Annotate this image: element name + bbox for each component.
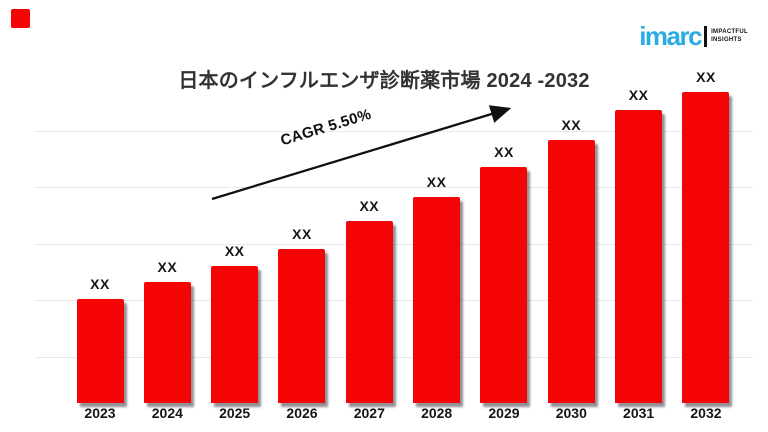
bar-group-2023: XX — [67, 276, 133, 403]
bar-group-2030: XX — [538, 116, 604, 403]
bar-value-label-2028: XX — [426, 173, 447, 190]
logo-tagline-line1: IMPACTFUL — [711, 29, 748, 35]
x-axis-label-2030: 2030 — [555, 405, 587, 421]
bar-2025 — [211, 265, 259, 403]
bar-2029 — [480, 167, 528, 403]
bar-value-label-2031: XX — [628, 86, 649, 103]
bar-value-label-2026: XX — [292, 225, 312, 242]
bar-group-2026: XX — [269, 225, 335, 403]
accent-square — [11, 9, 30, 28]
bar-2027 — [345, 220, 393, 403]
bar-2023 — [76, 298, 124, 403]
x-axis-label-2029: 2029 — [488, 405, 520, 421]
bar-value-label-2025: XX — [224, 242, 245, 259]
bar-group-2031: XX — [606, 87, 672, 403]
bar-value-label-2027: XX — [359, 197, 380, 214]
imarc-logo-wordmark: imarc — [639, 21, 702, 51]
x-axis-label-2031: 2031 — [623, 405, 655, 421]
bar-2030 — [547, 139, 595, 403]
x-axis-label-2024: 2024 — [151, 405, 183, 421]
bar-value-label-2030: XX — [561, 116, 582, 133]
bar-group-2032: XX — [673, 68, 739, 403]
bar-2026 — [278, 248, 326, 403]
x-axis-label-2026: 2026 — [286, 405, 318, 421]
gridline — [35, 300, 753, 302]
logo-tagline-line2: INSIGHTS — [711, 37, 742, 43]
bar-2032 — [682, 91, 730, 403]
logo-tagline: IMPACTFUL INSIGHTS — [711, 28, 748, 44]
logo-divider — [704, 25, 708, 47]
bar-2031 — [615, 109, 663, 403]
bar-value-label-2023: XX — [90, 275, 110, 292]
x-axis-label-2025: 2025 — [219, 405, 251, 421]
bar-group-2027: XX — [336, 197, 402, 403]
bar-group-2025: XX — [202, 243, 268, 403]
x-axis-label-2028: 2028 — [421, 405, 453, 421]
gridline — [35, 356, 753, 358]
x-axis-label-2032: 2032 — [690, 405, 722, 421]
bar-value-label-2029: XX — [494, 144, 514, 161]
bar-2028 — [413, 196, 461, 403]
bar-group-2028: XX — [404, 173, 470, 403]
bar-group-2024: XX — [134, 258, 200, 403]
bar-group-2029: XX — [471, 144, 537, 403]
x-axis-label-2027: 2027 — [353, 405, 385, 421]
bar-value-label-2024: XX — [157, 258, 178, 275]
gridline — [35, 243, 753, 245]
x-axis-label-2023: 2023 — [84, 405, 116, 421]
imarc-logo: imarc IMPACTFUL INSIGHTS — [639, 23, 748, 49]
bar-2024 — [143, 281, 191, 403]
bar-value-label-2032: XX — [696, 68, 716, 85]
page-title: 日本のインフルエンザ診断薬市場 2024 -2032 — [178, 70, 590, 92]
